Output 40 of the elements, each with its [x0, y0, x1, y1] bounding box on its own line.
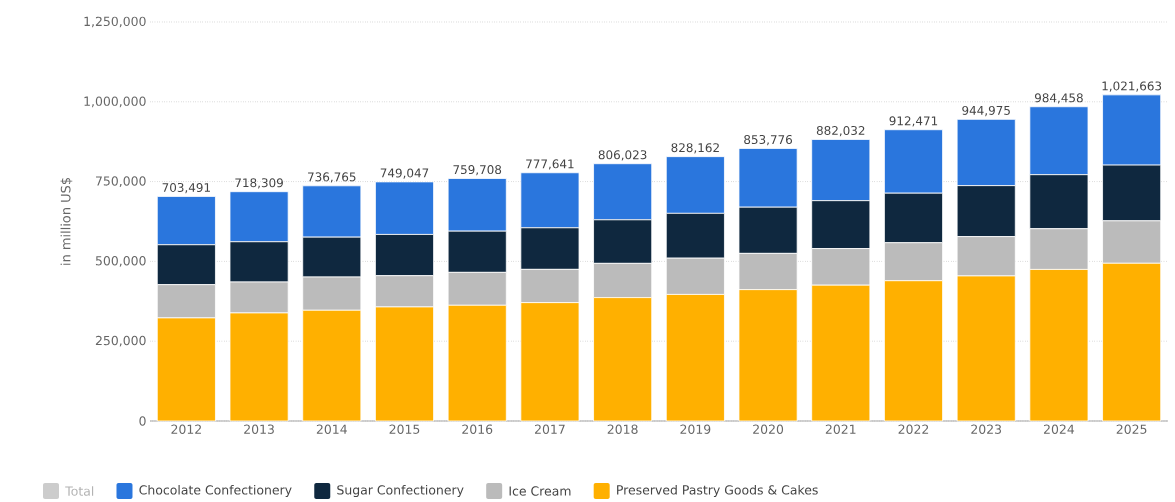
- legend-label: Total: [65, 486, 94, 496]
- x-tick-label: 2022: [898, 424, 929, 434]
- total-label: 703,491: [162, 182, 210, 194]
- total-label: 944,975: [962, 105, 1010, 117]
- total-label: 749,047: [380, 168, 429, 179]
- x-tick-label: 2014: [316, 424, 347, 434]
- x-tick-label: 2020: [753, 424, 784, 434]
- x-tick-label: 2013: [244, 424, 274, 434]
- legend-label: Chocolate Confectionery: [139, 484, 292, 498]
- total-label: 1,021,663: [1102, 81, 1162, 92]
- x-tick-label: 2019: [680, 424, 711, 434]
- total-label: 759,708: [453, 165, 502, 176]
- y-axis-title: in million US$: [60, 177, 73, 265]
- x-tick-label: 2021: [825, 424, 856, 434]
- legend-label: Sugar Confectionery: [337, 484, 464, 498]
- total-label: 828,162: [671, 143, 719, 154]
- total-label: 718,309: [235, 178, 283, 189]
- y-tick-label: 0: [139, 416, 146, 426]
- total-label: 853,776: [744, 135, 793, 146]
- total-label: 806,023: [598, 150, 647, 161]
- x-tick-label: 2024: [1043, 424, 1075, 434]
- legend-label: Ice Cream: [509, 486, 571, 496]
- y-tick-label: 750,000: [96, 176, 146, 187]
- x-tick-label: 2017: [534, 424, 565, 434]
- total-label: 984,458: [1034, 93, 1083, 104]
- x-tick-label: 2025: [1116, 424, 1147, 434]
- y-tick-label: 500,000: [95, 256, 146, 267]
- x-tick-label: 2015: [389, 424, 420, 434]
- x-tick-label: 2012: [171, 424, 201, 434]
- legend-label: Preserved Pastry Goods & Cakes: [617, 484, 818, 498]
- total-label: 777,641: [526, 159, 574, 170]
- y-tick-label: 250,000: [95, 335, 146, 347]
- y-tick-label: 1,250,000: [84, 16, 146, 28]
- total-label: 736,765: [308, 172, 356, 183]
- x-tick-label: 2018: [607, 424, 638, 434]
- x-tick-label: 2016: [462, 424, 493, 434]
- y-tick-label: 1,000,000: [84, 96, 146, 108]
- total-label: 912,471: [889, 116, 938, 127]
- x-tick-label: 2023: [971, 424, 1002, 434]
- total-label: 882,032: [816, 125, 865, 137]
